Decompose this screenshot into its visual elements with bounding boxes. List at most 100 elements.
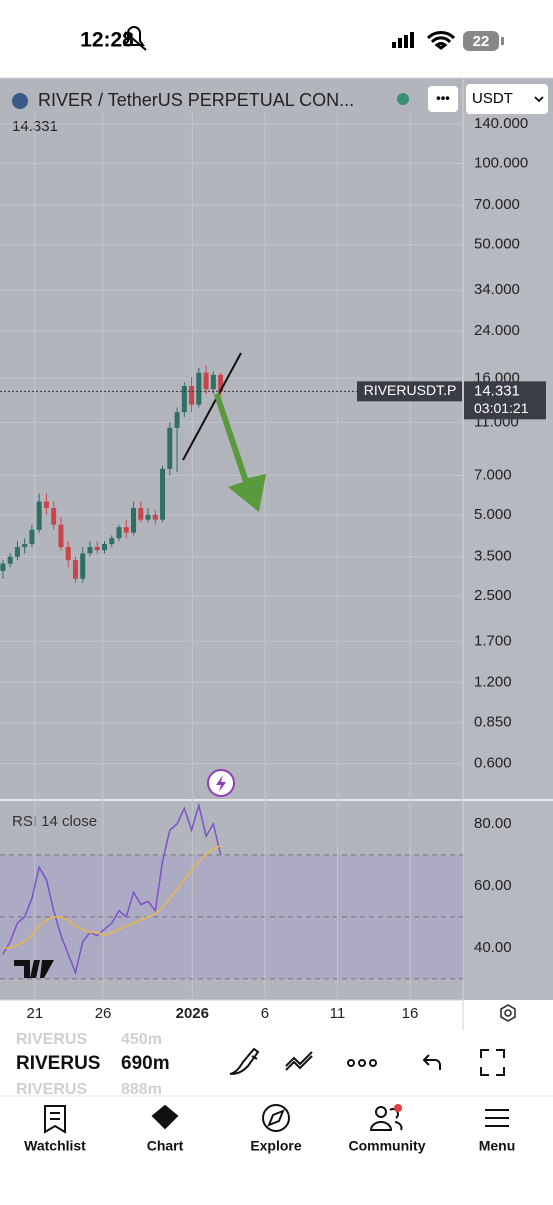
price-tag: 14.331 <box>474 382 520 399</box>
x-tick-label: 21 <box>26 1005 43 1022</box>
picker-symbol[interactable]: RIVERUS <box>16 1053 100 1074</box>
picker-value[interactable]: 690m <box>121 1053 170 1074</box>
rsi-title: RSI 14 close <box>12 813 97 830</box>
candle-body <box>174 412 180 428</box>
candle-body <box>131 508 137 533</box>
more-button[interactable] <box>428 86 458 112</box>
wifi-icon <box>426 31 456 50</box>
tab-label[interactable]: Explore <box>250 1138 302 1154</box>
candle-body <box>152 514 158 520</box>
y-tick-label: 34.000 <box>474 281 520 298</box>
candle-body <box>80 553 86 579</box>
rsi-band <box>0 854 463 979</box>
battery-tip <box>501 37 504 45</box>
candle-body <box>36 501 42 530</box>
mute-icon <box>123 26 147 51</box>
y-tick-label: 0.850 <box>474 714 512 731</box>
countdown: 03:01:21 <box>474 400 529 416</box>
candle-body <box>29 529 35 545</box>
symbol-tag: RIVERUSDT.P <box>364 382 457 398</box>
candle-body <box>14 547 20 557</box>
fullscreen[interactable] <box>480 1049 505 1076</box>
candle-body <box>102 544 108 551</box>
candle-body <box>181 385 187 413</box>
candle-body <box>72 560 78 579</box>
x-tick-label: 11 <box>330 1005 346 1022</box>
candle-body <box>0 563 6 571</box>
symbol-title[interactable]: RIVER / TetherUS PERPETUAL CON... <box>38 90 354 110</box>
candle-body <box>210 374 216 390</box>
status-dot <box>397 93 409 105</box>
y-tick-label: 100.000 <box>474 154 528 171</box>
more-tools[interactable] <box>347 1059 377 1067</box>
candle-body <box>218 374 224 392</box>
y-tick-label: 2.500 <box>474 587 512 604</box>
y-tick-label: 140.000 <box>474 115 528 132</box>
tab-label[interactable]: Chart <box>147 1138 184 1154</box>
candle-body <box>123 527 129 533</box>
notification-dot <box>394 1104 402 1112</box>
tab-label[interactable]: Menu <box>479 1138 516 1154</box>
candle-body <box>109 538 115 545</box>
candle-body <box>43 501 49 509</box>
tab-icons <box>44 1104 509 1134</box>
candle-body <box>167 427 173 469</box>
tv-logo <box>14 960 54 978</box>
trend-line <box>182 352 242 461</box>
x-tick-label: 16 <box>402 1005 419 1022</box>
y-tick-label: 3.500 <box>474 548 512 565</box>
candle-body <box>160 468 166 520</box>
trend-tool[interactable] <box>285 1051 313 1071</box>
picker-value[interactable]: 450m <box>121 1031 162 1048</box>
candle-body <box>189 385 195 405</box>
rsi-line <box>2 844 221 949</box>
y-tick-label: 5.000 <box>474 506 512 523</box>
coin-logo <box>12 93 28 109</box>
rsi-tick-label: 80.00 <box>474 815 512 832</box>
chart-background <box>0 78 553 1000</box>
lightning <box>216 775 226 792</box>
chevron <box>534 96 544 103</box>
battery <box>463 31 499 51</box>
currency-select[interactable] <box>466 84 548 114</box>
tab-label[interactable]: Watchlist <box>24 1138 86 1154</box>
candle-body <box>65 547 71 561</box>
symbol-tag-bg <box>357 381 462 402</box>
tab-label[interactable]: Community <box>349 1138 426 1154</box>
settings-icon[interactable] <box>500 1004 516 1022</box>
status-time: 12:28 <box>80 29 134 52</box>
candle-body <box>138 508 144 520</box>
draw-tool[interactable] <box>229 1047 260 1075</box>
picker-value[interactable]: 888m <box>121 1081 162 1098</box>
candle-body <box>51 508 57 525</box>
candle-body <box>7 556 13 564</box>
y-tick-label: 50.000 <box>474 236 520 253</box>
x-tick-label: 26 <box>95 1005 112 1022</box>
candle-body <box>87 547 93 554</box>
y-tick-label: 1.200 <box>474 673 512 690</box>
y-tick-label: 1.700 <box>474 632 512 649</box>
x-tick-label: 6 <box>261 1005 269 1022</box>
candle-body <box>22 544 28 548</box>
candle-body <box>145 514 151 520</box>
toolbar <box>0 1030 553 1096</box>
arrow-annotation <box>214 392 266 512</box>
rsi-tick-label: 60.00 <box>474 877 512 894</box>
candle-body <box>196 372 202 405</box>
candle-body <box>116 527 122 539</box>
candle-body <box>94 547 100 551</box>
battery-level: 22 <box>473 33 490 50</box>
x-tick-label: 2026 <box>176 1005 209 1022</box>
picker-symbol[interactable]: RIVERUS <box>16 1031 87 1048</box>
candle-body <box>203 372 209 390</box>
more-label: ••• <box>436 90 450 105</box>
picker-symbol[interactable]: RIVERUS <box>16 1081 87 1098</box>
candle-body <box>58 524 64 548</box>
y-tick-label: 7.000 <box>474 466 512 483</box>
y-tick-label: 70.000 <box>474 196 520 213</box>
y-tick-label: 24.000 <box>474 322 520 339</box>
price-axis <box>463 112 553 1000</box>
undo[interactable] <box>422 1054 441 1070</box>
y-tick-label: 0.600 <box>474 755 512 772</box>
